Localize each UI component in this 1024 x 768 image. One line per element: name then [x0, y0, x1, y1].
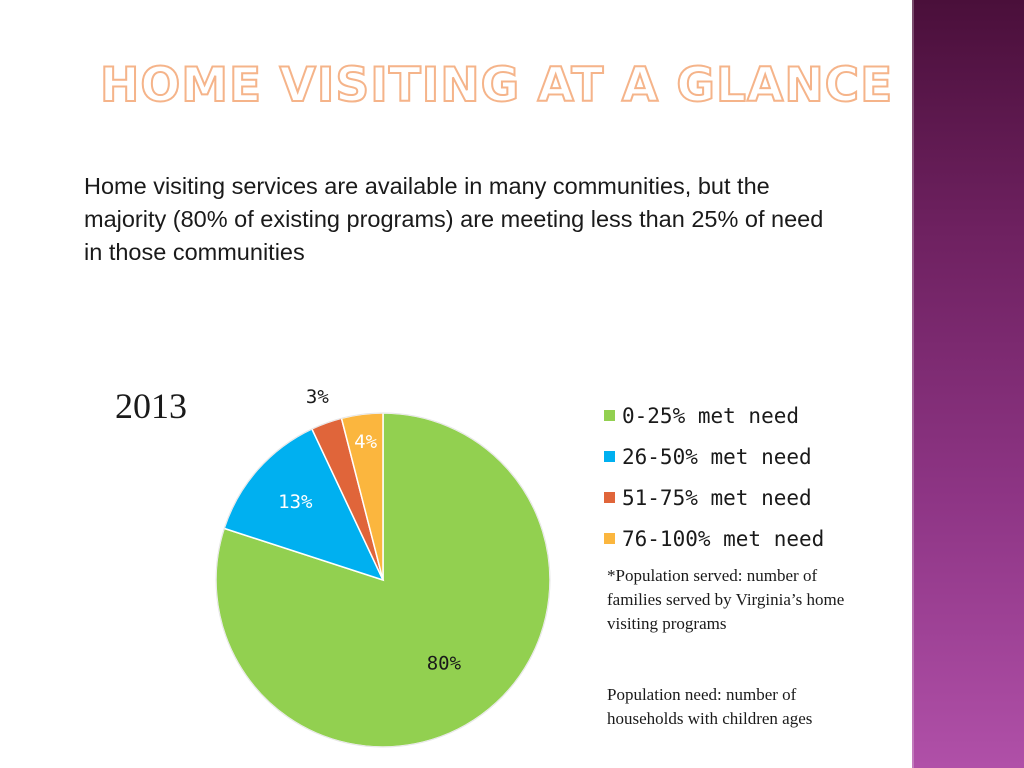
pie-slice-label: 4%: [354, 431, 377, 453]
population-need-note: Population need: number of households wi…: [607, 685, 813, 728]
legend-label: 51-75% met need: [622, 485, 812, 510]
legend-swatch: [604, 492, 615, 503]
legend-label: 0-25% met need: [622, 403, 800, 428]
legend-item: 26-50% met need: [604, 436, 824, 477]
legend-swatch: [604, 533, 615, 544]
legend-item: 51-75% met need: [604, 477, 824, 518]
pie-chart: 80% 13% 3% 4%: [215, 386, 551, 748]
population-served-note: *Population served: number of families s…: [607, 566, 845, 633]
legend-item: 0-25% met need: [604, 395, 824, 436]
page-title: Home Visiting at a Glance: [99, 58, 894, 113]
decorative-side-bar: [912, 0, 1024, 768]
legend-item: 76-100% met need: [604, 518, 824, 559]
legend-label: 26-50% met need: [622, 444, 812, 469]
pie-slice-label: 13%: [278, 491, 313, 513]
chart-legend: 0-25% met need 26-50% met need 51-75% me…: [604, 395, 824, 559]
legend-label: 76-100% met need: [622, 526, 825, 551]
pie-slice-label: 3%: [306, 386, 329, 408]
pie-outline: [215, 412, 551, 748]
pie-slice-label: 80%: [427, 652, 462, 674]
year-label: 2013: [115, 386, 187, 426]
intro-text: Home visiting services are available in …: [84, 173, 824, 265]
legend-swatch: [604, 451, 615, 462]
legend-swatch: [604, 410, 615, 421]
